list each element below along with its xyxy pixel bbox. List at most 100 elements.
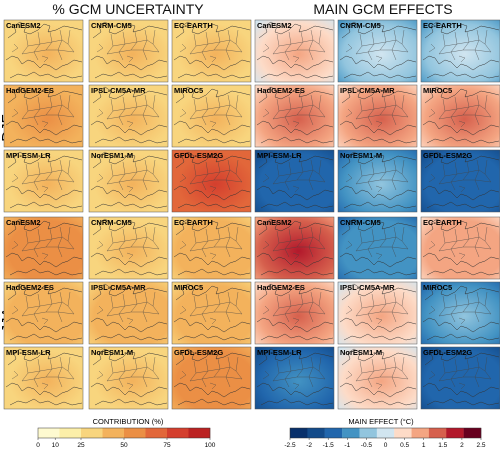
left-colorbar-swatch [81,428,103,438]
country-borders [428,94,492,128]
map-frame [3,19,84,83]
map-panel: GFDL-ESM2G [171,346,252,410]
left-colorbar-tick-label: 100 [205,442,216,449]
model-label: MPI-ESM-LR [6,348,51,357]
coastline [422,86,500,144]
model-label: CanESM2 [6,218,41,227]
map-frame [420,281,500,345]
country-borders [11,29,75,63]
right-colorbar-tick-label: -2.5 [284,442,296,449]
map-panel: CanESM2 [254,216,335,280]
coastline [422,283,500,341]
left-title: % GCM UNCERTAINTY [52,1,204,17]
coastline [339,218,417,276]
model-label: GFDL-ESM2G [174,151,223,160]
map-panel: EC-EARTH [420,19,500,83]
coastline [90,86,168,144]
map-frame [254,281,335,345]
model-label: EC-EARTH [423,21,462,30]
left-colorbar-swatch [124,428,146,438]
country-borders [96,356,160,390]
country-borders [345,29,409,63]
map-frame [3,281,84,345]
map-panel: HadGEM2-ES [254,84,335,148]
country-borders [96,226,160,260]
map-panel: HadGEM2-ES [254,281,335,345]
map-panel: GFDL-ESM2G [420,149,500,213]
coastline [5,348,83,406]
model-label: CanESM2 [6,21,41,30]
map-frame [171,19,252,83]
map-panel: EC-EARTH [171,19,252,83]
right-colorbar-tick-label: 1.5 [438,442,447,449]
model-label: MIROC5 [174,283,203,292]
country-borders [262,356,326,390]
country-borders [11,94,75,128]
model-label: MPI-ESM-LR [257,348,302,357]
model-label: MPI-ESM-LR [257,151,302,160]
model-label: CNRM-CM5 [91,21,132,30]
left-colorbar-swatch [59,428,82,438]
map-panel: CanESM2 [254,19,335,83]
model-label: IPSL-CM5A-MR [91,86,146,95]
coastline [90,283,168,341]
coastline [256,86,334,144]
map-frame [88,84,169,148]
coastline [339,21,417,79]
right-colorbar-tick-label: -1 [344,442,350,449]
country-borders [262,291,326,325]
map-panel: CNRM-CM5 [88,19,169,83]
map-panel: CNRM-CM5 [337,19,418,83]
coastline [5,21,83,79]
right-colorbar-tick-label: -2 [306,442,312,449]
country-borders [96,29,160,63]
coastline [5,218,83,276]
left-colorbar-tick-label: 25 [77,442,85,449]
right-title: MAIN GCM EFFECTS [313,1,452,17]
left-colorbar-swatch [102,428,125,438]
country-borders [262,29,326,63]
country-borders [428,159,492,193]
coastline [173,21,251,79]
country-borders [345,94,409,128]
country-borders [428,226,492,260]
model-label: MPI-ESM-LR [6,151,51,160]
country-borders [262,159,326,193]
map-panel: MIROC5 [420,84,500,148]
left-colorbar-tick-label: 0 [36,442,40,449]
map-panel: CNRM-CM5 [88,216,169,280]
country-borders [179,159,243,193]
right-colorbar-swatch [376,428,395,438]
country-borders [11,226,75,260]
map-panel: MPI-ESM-LR [254,346,335,410]
left-colorbar-tick-label: 10 [52,442,60,449]
map-panel: CanESM2 [3,19,84,83]
right-colorbar-label: MAIN EFFECT (°C) [348,417,414,426]
right-colorbar-tick-label: -1.5 [323,442,335,449]
map-frame [171,281,252,345]
map-panel: MPI-ESM-LR [254,149,335,213]
coastline [256,283,334,341]
map-panel: MIROC5 [171,281,252,345]
right-colorbar-tick-label: 1 [422,442,426,449]
right-colorbar-swatch [359,428,378,438]
model-label: CanESM2 [257,218,292,227]
model-label: CNRM-CM5 [340,21,381,30]
map-frame [420,346,500,410]
map-panel: MPI-ESM-LR [3,149,84,213]
model-label: IPSL-CM5A-MR [340,283,395,292]
map-panel: MIROC5 [171,84,252,148]
map-panel: NorESM1-M [88,149,169,213]
map-frame [420,216,500,280]
map-frame [88,216,169,280]
map-frame [254,19,335,83]
country-borders [96,291,160,325]
left-colorbar-tick-label: 50 [120,442,128,449]
map-frame [88,281,169,345]
country-borders [179,29,243,63]
coastline [339,348,417,406]
map-frame [254,149,335,213]
model-label: IPSL-CM5A-MR [91,283,146,292]
country-borders [11,159,75,193]
